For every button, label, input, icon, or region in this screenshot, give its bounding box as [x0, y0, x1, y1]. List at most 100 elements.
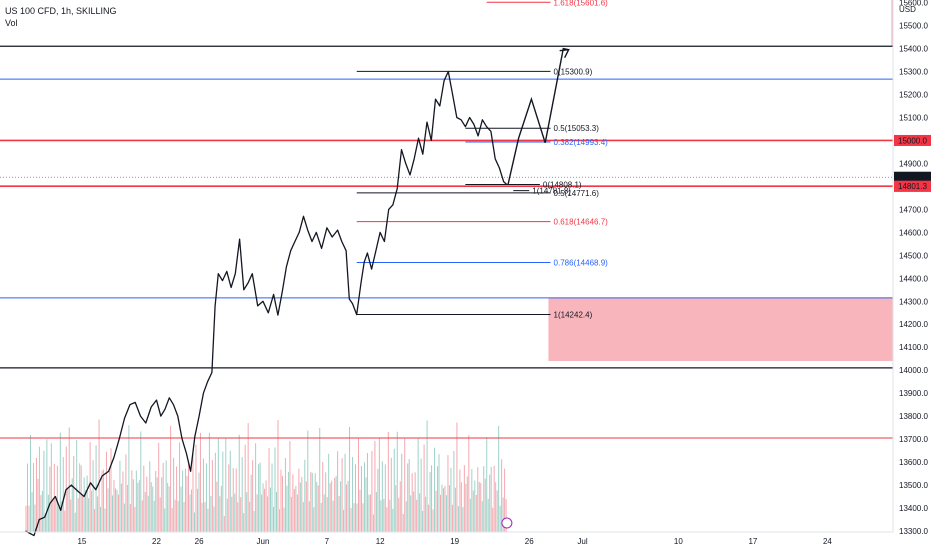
volume-bar	[387, 432, 389, 532]
volume-bar	[261, 494, 263, 532]
volume-bar	[76, 440, 78, 532]
volume-bar	[329, 483, 331, 532]
time-tick-label: 10	[674, 537, 683, 546]
volume-bar	[123, 503, 125, 532]
fib-level-label: 1.618(15601.6)	[554, 0, 609, 7]
volume-bar	[213, 506, 215, 532]
volume-bar	[174, 499, 176, 532]
volume-bar	[475, 494, 477, 532]
volume-bar	[429, 472, 431, 532]
volume-bar	[41, 490, 43, 532]
volume-bar	[386, 507, 388, 532]
volume-bar	[481, 501, 483, 532]
volume-bar	[180, 486, 182, 532]
volume-label: Vol	[5, 18, 18, 28]
volume-bar	[144, 491, 146, 532]
volume-bar	[217, 438, 219, 532]
volume-bar	[258, 464, 260, 532]
volume-bar	[280, 469, 282, 532]
price-tick-label: 15400.0	[899, 45, 928, 54]
volume-bar	[40, 495, 42, 532]
volume-bar	[356, 503, 358, 532]
volume-bar	[347, 480, 349, 532]
volume-bar	[349, 426, 351, 532]
volume-bar	[428, 504, 430, 532]
volume-bar	[411, 473, 413, 532]
volume-bar	[384, 464, 386, 532]
volume-bar	[158, 442, 160, 532]
volume-bar	[457, 506, 459, 532]
volume-bar	[222, 451, 224, 532]
volume-bar	[94, 509, 96, 532]
volume-bar	[334, 478, 336, 532]
volume-bar	[232, 468, 234, 532]
volume-bar	[240, 497, 242, 532]
fib-level-label: 0(15300.9)	[554, 67, 593, 76]
volume-bar	[341, 458, 343, 532]
volume-bar	[368, 494, 370, 532]
volume-bar	[299, 482, 301, 532]
volume-bar	[468, 435, 470, 532]
volume-bar	[103, 469, 105, 532]
fib-level-label: 0(14808.1)	[543, 181, 582, 190]
price-tick-label: 15200.0	[899, 91, 928, 100]
volume-bar	[472, 490, 474, 532]
volume-bar	[122, 471, 124, 532]
volume-bar	[185, 468, 187, 532]
volume-bar	[281, 475, 283, 532]
volume-bar	[135, 470, 137, 532]
volume-bar	[214, 452, 216, 532]
volume-bar	[395, 485, 397, 532]
volume-bar	[271, 463, 273, 532]
volume-bar	[264, 488, 266, 532]
volume-bar	[86, 475, 88, 532]
volume-bar	[319, 427, 321, 532]
volume-bar	[380, 500, 382, 532]
volume-bar	[77, 498, 79, 532]
volume-bar	[46, 439, 48, 532]
volume-bar	[405, 501, 407, 532]
volume-bar	[196, 488, 198, 532]
volume-bar	[360, 466, 362, 532]
volume-bar	[295, 485, 297, 532]
volume-bar	[58, 505, 60, 532]
volume-bar	[423, 444, 425, 532]
volume-bar	[478, 482, 480, 532]
volume-bar	[126, 484, 128, 532]
volume-bar	[146, 476, 148, 532]
volume-bar	[273, 506, 275, 532]
price-layer	[25, 70, 508, 537]
volume-bar	[320, 502, 322, 532]
volume-bar	[208, 432, 210, 532]
price-tick-label: 14400.0	[899, 274, 928, 283]
volume-bar	[369, 494, 371, 532]
volume-bar	[432, 509, 434, 532]
time-tick-label: Jun	[257, 537, 270, 546]
volume-bar	[71, 478, 73, 532]
volume-bar	[451, 504, 453, 532]
volume-bar	[170, 425, 172, 532]
volume-bar	[371, 451, 373, 532]
volume-bar	[283, 507, 285, 532]
volume-bar	[167, 482, 169, 532]
volume-bar	[82, 494, 84, 532]
volume-bar	[422, 510, 424, 532]
volume-bar	[448, 485, 450, 532]
volume-bar	[501, 459, 503, 532]
volume-bar	[338, 495, 340, 532]
volume-bar	[504, 468, 506, 532]
volume-bar	[55, 496, 57, 532]
volume-bar	[441, 484, 443, 532]
price-tick-label: 13900.0	[899, 389, 928, 398]
volume-bar	[231, 496, 233, 532]
volume-bar	[486, 437, 488, 532]
volume-bar	[92, 460, 94, 532]
volume-bar	[408, 459, 410, 532]
volume-bar	[326, 497, 328, 532]
volume-bar	[301, 476, 303, 532]
chart-header: US 100 CFD, 1h, SKILLING Vol	[5, 5, 117, 29]
volume-bar	[104, 508, 106, 532]
volume-bar	[284, 458, 286, 532]
volume-bar	[495, 482, 497, 532]
